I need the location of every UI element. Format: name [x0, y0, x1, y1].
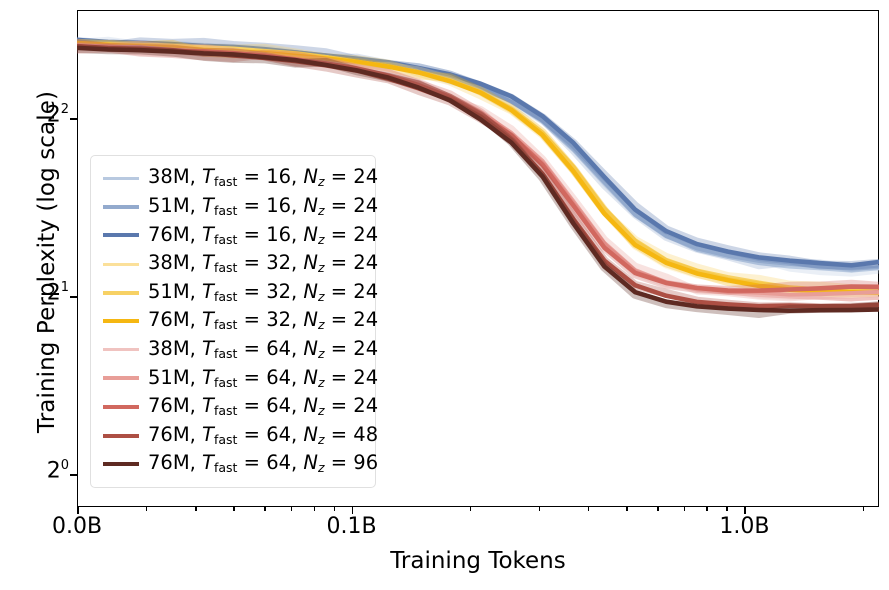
- legend-color-swatch: [103, 290, 139, 295]
- legend-color-swatch: [103, 176, 139, 180]
- y-tick-mark: [70, 118, 77, 120]
- x-tick-minor: [264, 507, 266, 511]
- legend-item[interactable]: 76M, Tfast = 64, Nz = 24: [100, 393, 378, 422]
- legend-item-label: 38M, Tfast = 16, Nz = 24: [148, 165, 379, 190]
- legend-item-label: 38M, Tfast = 32, Nz = 24: [148, 251, 379, 276]
- legend-color-swatch: [103, 348, 139, 352]
- y-tick-mark: [70, 296, 77, 298]
- legend-item[interactable]: 76M, Tfast = 64, Nz = 48: [100, 421, 378, 450]
- legend-item[interactable]: 38M, Tfast = 32, Nz = 24: [100, 250, 378, 279]
- y-tick-label-22: 22: [46, 102, 69, 128]
- x-tick-minor: [469, 507, 472, 511]
- legend-item[interactable]: 51M, Tfast = 64, Nz = 24: [100, 364, 378, 393]
- x-tick-minor: [683, 507, 685, 511]
- legend-item[interactable]: 51M, Tfast = 16, Nz = 24: [100, 193, 378, 222]
- legend-item[interactable]: 38M, Tfast = 64, Nz = 24: [100, 336, 378, 365]
- x-tick-minor: [657, 507, 659, 511]
- legend-color-swatch: [103, 204, 139, 209]
- legend-item[interactable]: 38M, Tfast = 16, Nz = 24: [100, 164, 378, 193]
- x-tick-mark: [351, 507, 354, 514]
- x-tick-minor: [290, 507, 293, 511]
- legend-item-label: 51M, Tfast = 16, Nz = 24: [148, 194, 379, 219]
- x-tick-minor: [706, 507, 708, 511]
- legend-item-label: 76M, Tfast = 16, Nz = 24: [148, 222, 379, 247]
- legend-item[interactable]: 76M, Tfast = 64, Nz = 96: [100, 450, 378, 479]
- x-tick-minor: [333, 507, 335, 511]
- x-tick-minor: [539, 507, 541, 511]
- legend-item-label: 76M, Tfast = 64, Nz = 48: [148, 422, 379, 447]
- legend-item-label: 38M, Tfast = 64, Nz = 24: [148, 337, 379, 362]
- legend-color-swatch: [103, 376, 139, 381]
- legend-item-label: 76M, Tfast = 32, Nz = 24: [148, 308, 379, 333]
- legend-color-swatch: [103, 433, 139, 438]
- legend-item[interactable]: 76M, Tfast = 32, Nz = 24: [100, 307, 378, 336]
- x-tick-minor: [862, 507, 865, 511]
- series-line-10: [77, 44, 879, 318]
- legend-color-swatch: [103, 262, 139, 266]
- chart-legend[interactable]: 38M, Tfast = 16, Nz = 24 51M, Tfast = 16,…: [90, 155, 378, 488]
- series-line-10: [77, 45, 879, 313]
- x-tick-minor: [313, 507, 315, 511]
- x-tick-minor: [146, 507, 148, 511]
- legend-item[interactable]: 76M, Tfast = 16, Nz = 24: [100, 221, 378, 250]
- x-tick-minor: [233, 507, 235, 511]
- legend-item-label: 51M, Tfast = 64, Nz = 24: [148, 365, 379, 390]
- x-tick-mark: [744, 507, 747, 514]
- x-tick-mark: [77, 507, 79, 514]
- x-tick-minor: [195, 507, 197, 511]
- y-tick-label-20: 20: [46, 458, 69, 484]
- x-tick-label-2: 1.0B: [719, 514, 770, 539]
- x-tick-label-1: 0.1B: [326, 514, 377, 539]
- legend-color-swatch: [103, 319, 139, 324]
- chart-canvas: [77, 36, 879, 318]
- y-tick-label-21: 21: [46, 280, 69, 306]
- x-tick-minor: [588, 507, 590, 511]
- legend-item-label: 51M, Tfast = 32, Nz = 24: [148, 279, 379, 304]
- legend-color-swatch: [103, 233, 139, 238]
- legend-item-label: 76M, Tfast = 64, Nz = 96: [148, 451, 379, 476]
- y-axis-label: Training Perplexity (log scale): [34, 90, 60, 434]
- y-tick-mark: [70, 474, 77, 476]
- x-tick-minor: [726, 507, 728, 511]
- legend-color-swatch: [103, 462, 139, 467]
- x-axis-label: Training Tokens: [390, 548, 566, 574]
- legend-color-swatch: [103, 405, 139, 410]
- x-tick-minor: [626, 507, 628, 511]
- legend-item-label: 76M, Tfast = 64, Nz = 24: [148, 394, 379, 419]
- legend-item[interactable]: 51M, Tfast = 32, Nz = 24: [100, 278, 378, 307]
- x-tick-label-0: 0.0B: [51, 514, 103, 539]
